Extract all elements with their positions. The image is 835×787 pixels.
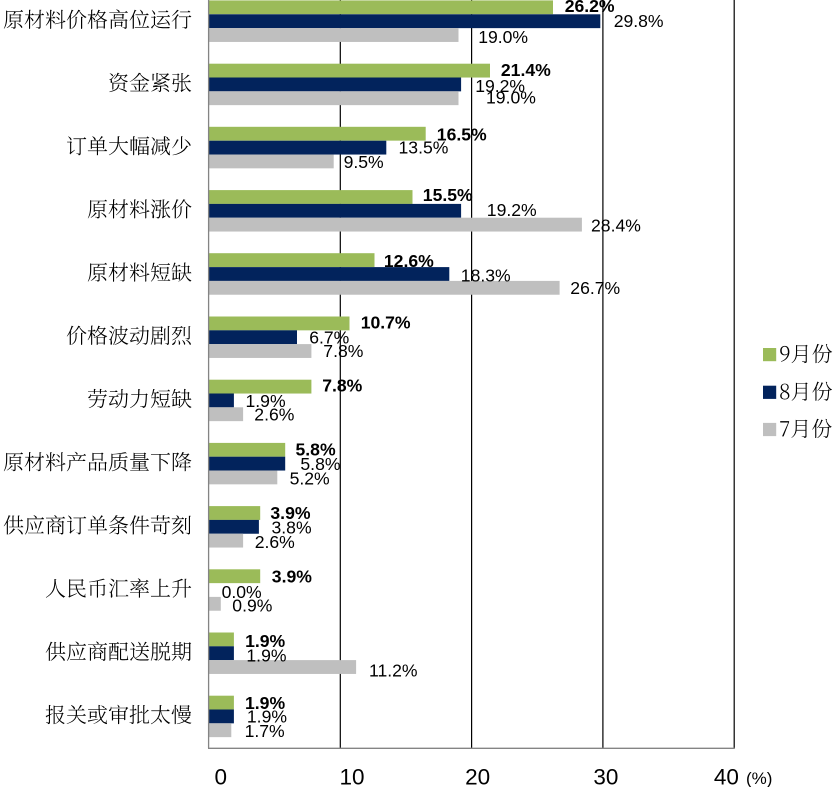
svg-text:5.8%: 5.8% — [296, 440, 336, 460]
svg-text:10: 10 — [339, 765, 364, 787]
svg-text:2.6%: 2.6% — [255, 532, 295, 552]
svg-text:11.2%: 11.2% — [369, 661, 418, 681]
svg-text:1.9%: 1.9% — [246, 391, 286, 411]
svg-text:9.5%: 9.5% — [344, 152, 384, 172]
svg-text:19.2%: 19.2% — [475, 76, 525, 96]
svg-text:6.7%: 6.7% — [309, 328, 349, 348]
svg-text:1.9%: 1.9% — [245, 631, 285, 651]
svg-text:26.7%: 26.7% — [570, 278, 620, 298]
svg-text:10.7%: 10.7% — [361, 313, 411, 333]
svg-text:12.6%: 12.6% — [384, 251, 434, 271]
svg-text:7.8%: 7.8% — [322, 376, 362, 396]
svg-text:0.9%: 0.9% — [232, 595, 272, 615]
svg-text:28.4%: 28.4% — [591, 215, 641, 235]
svg-text:21.4%: 21.4% — [501, 60, 551, 80]
svg-text:1.7%: 1.7% — [245, 721, 285, 741]
svg-text:(%): (%) — [746, 769, 772, 787]
svg-text:0: 0 — [214, 765, 227, 787]
svg-text:30: 30 — [593, 765, 618, 787]
svg-text:1.9%: 1.9% — [246, 645, 286, 665]
svg-text:0.0%: 0.0% — [222, 582, 262, 602]
svg-text:2.6%: 2.6% — [254, 405, 294, 425]
svg-text:26.2%: 26.2% — [565, 0, 615, 16]
svg-text:19.2%: 19.2% — [487, 200, 537, 220]
svg-text:5.8%: 5.8% — [300, 454, 340, 474]
svg-text:1.9%: 1.9% — [247, 707, 287, 727]
svg-text:3.9%: 3.9% — [270, 503, 310, 523]
svg-text:18.3%: 18.3% — [461, 266, 511, 286]
svg-text:16.5%: 16.5% — [437, 124, 487, 144]
svg-text:40: 40 — [714, 765, 739, 787]
svg-text:1.9%: 1.9% — [245, 693, 285, 713]
svg-text:5.2%: 5.2% — [290, 468, 330, 488]
svg-text:19.0%: 19.0% — [478, 27, 528, 47]
svg-text:13.5%: 13.5% — [399, 138, 449, 158]
svg-text:19.0%: 19.0% — [486, 88, 536, 108]
svg-text:7.8%: 7.8% — [323, 341, 363, 361]
svg-text:15.5%: 15.5% — [423, 185, 473, 205]
svg-text:29.8%: 29.8% — [614, 11, 664, 31]
svg-text:3.8%: 3.8% — [272, 518, 312, 538]
svg-text:3.9%: 3.9% — [272, 566, 312, 586]
svg-text:20: 20 — [465, 765, 490, 787]
